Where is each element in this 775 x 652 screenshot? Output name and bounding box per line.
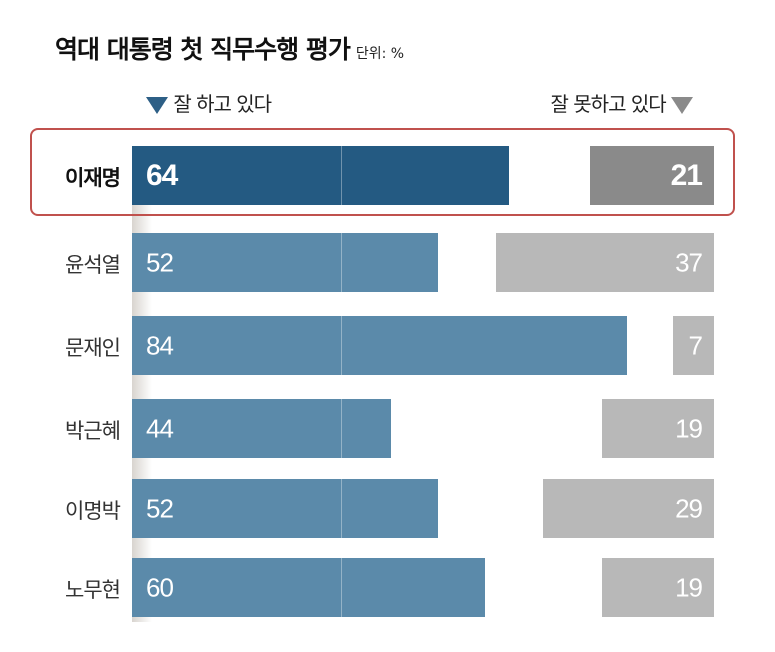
bar-positive: 44 xyxy=(132,399,392,458)
category-label: 노무현 xyxy=(65,578,121,602)
bar-positive: 60 xyxy=(132,558,486,617)
category-label: 윤석열 xyxy=(65,253,121,277)
bar-negative: 19 xyxy=(602,558,714,617)
category-label: 이명박 xyxy=(65,499,121,523)
bar-negative: 21 xyxy=(590,146,714,205)
triangle-down-icon xyxy=(146,97,168,114)
gridline xyxy=(341,558,342,617)
data-label: 19 xyxy=(675,572,703,602)
chart-title: 역대 대통령 첫 직무수행 평가 단위: % xyxy=(55,30,404,66)
legend-positive: 잘 하고 있다 xyxy=(146,88,272,117)
data-label: 60 xyxy=(146,572,174,602)
data-label: 52 xyxy=(146,493,174,523)
data-label: 7 xyxy=(688,330,704,360)
legend-negative: 잘 못하고 있다 xyxy=(551,88,693,117)
data-label: 29 xyxy=(675,493,703,523)
triangle-down-icon xyxy=(671,97,693,114)
legend-label: 잘 하고 있다 xyxy=(173,92,272,116)
bar-positive: 84 xyxy=(132,316,627,375)
legend-label: 잘 못하고 있다 xyxy=(550,92,667,116)
bar-positive: 52 xyxy=(132,479,439,538)
data-label: 84 xyxy=(146,330,174,360)
unit-label: 단위: % xyxy=(355,46,405,62)
gridline xyxy=(341,399,342,458)
bar-negative: 37 xyxy=(496,233,714,292)
highlight-box xyxy=(30,128,735,216)
gridline xyxy=(341,316,342,375)
data-label: 64 xyxy=(146,158,178,192)
data-label: 52 xyxy=(146,247,174,277)
data-label: 37 xyxy=(675,247,703,277)
data-label: 19 xyxy=(675,413,703,443)
bar-negative: 7 xyxy=(672,316,714,375)
data-label: 21 xyxy=(670,158,703,192)
gridline xyxy=(341,233,342,292)
bar-positive: 52 xyxy=(132,233,439,292)
category-label: 이재명 xyxy=(65,166,121,190)
title-text: 역대 대통령 첫 직무수행 평가 xyxy=(55,35,351,64)
bar-negative: 29 xyxy=(543,479,714,538)
data-label: 44 xyxy=(146,413,174,443)
bar-negative: 19 xyxy=(602,399,714,458)
bar-positive: 64 xyxy=(132,146,509,205)
category-label: 박근혜 xyxy=(65,419,121,443)
gridline xyxy=(341,479,342,538)
gridline xyxy=(341,146,342,205)
category-label: 문재인 xyxy=(65,336,121,360)
